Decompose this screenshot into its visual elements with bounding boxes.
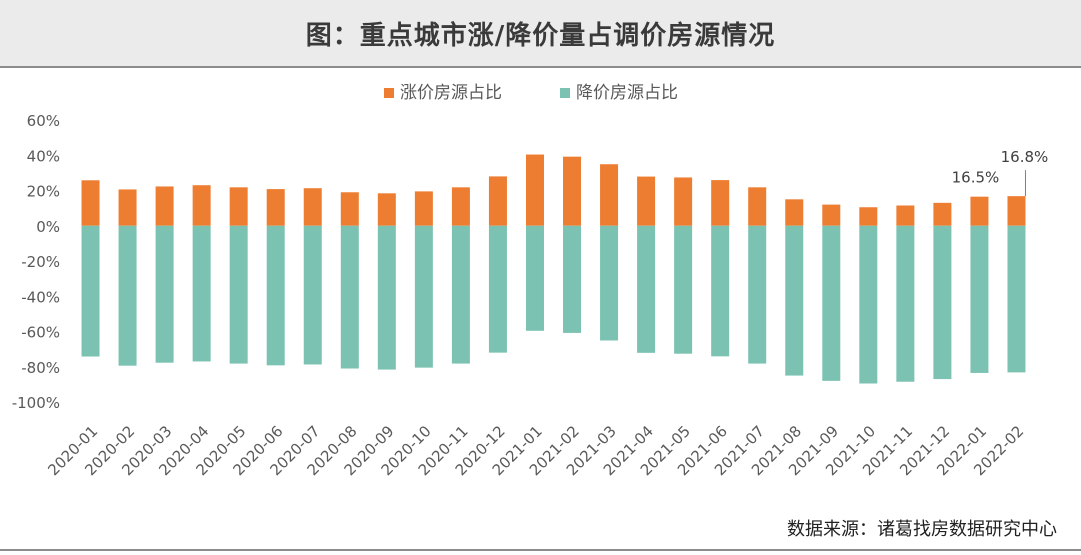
bar-rise: [822, 204, 841, 226]
bar-rise: [155, 186, 174, 226]
bar-rise: [414, 191, 433, 226]
bar-rise: [81, 180, 100, 226]
bar-fall: [488, 225, 507, 353]
bar-fall: [785, 225, 804, 376]
bar-fall: [970, 225, 989, 373]
bottom-divider: [0, 549, 1081, 551]
bar-rise: [674, 177, 693, 226]
y-tick-label: 20%: [27, 183, 60, 201]
chart-area: -100% -80% -60% -40% -20% 0% 20% 40% 60% 2020-01 2…: [0, 68, 1081, 551]
bar-fall: [81, 225, 100, 357]
title-bar: 图：重点城市涨/降价量占调价房源情况: [0, 0, 1081, 68]
bar-fall: [1007, 225, 1026, 373]
bar-fall: [822, 225, 841, 381]
bar-fall: [674, 225, 693, 354]
bar-rise: [711, 180, 730, 226]
bar-rise: [748, 187, 767, 226]
y-tick-label: -60%: [21, 324, 60, 342]
bar-rise: [192, 185, 211, 226]
bar-rise: [970, 196, 989, 226]
bar-rise: [785, 199, 804, 226]
bar-fall: [525, 225, 544, 331]
bar-rise: [637, 176, 656, 226]
bar-fall: [118, 225, 137, 366]
bar-fall: [229, 225, 248, 364]
bar-rise: [896, 205, 915, 226]
bar-rise: [340, 192, 359, 226]
bar-fall: [637, 225, 656, 353]
bar-rise: [266, 189, 285, 226]
bar-fall: [303, 225, 322, 365]
y-tick-label: 0%: [36, 218, 60, 236]
bar-fall: [266, 225, 285, 366]
legend-label: 涨价房源占比: [400, 83, 502, 103]
page-title: 图：重点城市涨/降价量占调价房源情况: [305, 20, 776, 51]
bar-fall: [377, 225, 396, 370]
bar-rise: [377, 193, 396, 226]
y-tick-label: -40%: [21, 288, 60, 306]
bar-fall: [896, 225, 915, 382]
bar-rise: [563, 156, 582, 226]
bar-rise: [488, 176, 507, 226]
source-note: 数据来源：诸葛找房数据研究中心: [787, 519, 1057, 540]
bar-rise: [1007, 196, 1026, 226]
bar-rise: [600, 164, 619, 226]
data-label: 16.8%: [1001, 148, 1049, 166]
bar-fall: [859, 225, 878, 384]
bar-fall: [711, 225, 730, 357]
legend-label: 降价房源占比: [576, 83, 678, 103]
bar-rise: [859, 207, 878, 226]
bar-rise: [933, 202, 952, 226]
y-tick-label: -100%: [12, 394, 60, 412]
bar-rise: [451, 187, 470, 226]
bar-chart: -100%-80%-60%-40%-20%0%20%40%60%2020-012…: [12, 83, 1049, 479]
y-tick-label: -80%: [21, 359, 60, 377]
bar-fall: [451, 225, 470, 364]
bar-fall: [748, 225, 767, 364]
y-tick-label: 60%: [27, 112, 60, 130]
bar-rise: [229, 187, 248, 226]
bar-fall: [192, 225, 211, 362]
legend-swatch: [560, 88, 570, 98]
bar-fall: [414, 225, 433, 368]
bar-rise: [118, 189, 137, 226]
legend-swatch: [384, 88, 394, 98]
bar-rise: [303, 188, 322, 226]
bar-fall: [155, 225, 174, 363]
bar-fall: [340, 225, 359, 369]
bar-fall: [563, 225, 582, 333]
bar-rise: [525, 154, 544, 226]
data-label: 16.5%: [952, 169, 1000, 187]
bar-fall: [600, 225, 619, 341]
y-tick-label: -20%: [21, 253, 60, 271]
y-tick-label: 40%: [27, 147, 60, 165]
bar-fall: [933, 225, 952, 380]
